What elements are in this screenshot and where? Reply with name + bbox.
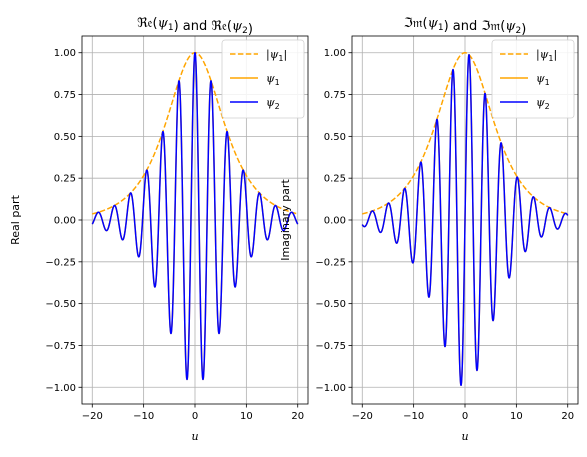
series-line-3 — [91, 51, 299, 381]
legend-label-2: ψ1 — [266, 72, 280, 87]
legend-box — [221, 39, 305, 119]
legend: |ψ1| ψ1 ψ2 — [221, 39, 305, 119]
series-line-1 — [361, 51, 569, 215]
x-tick-label: 10 — [510, 411, 523, 422]
chart-title: ℜ𝔢(ψ1) and ℜ𝔢(ψ2) — [137, 16, 253, 37]
x-tick-label: −20 — [352, 411, 373, 422]
x-tick-label: 0 — [192, 411, 198, 422]
x-tick-label: −20 — [82, 411, 103, 422]
x-axis-label: u — [191, 430, 198, 443]
x-tick-label: 10 — [240, 411, 253, 422]
y-axis-label: Imaginary part — [279, 179, 292, 261]
legend-label-3: ψ2 — [536, 96, 550, 111]
y-tick-label: 1.00 — [324, 48, 346, 59]
x-tick-label: −10 — [133, 411, 154, 422]
y-tick-label: 0.00 — [54, 216, 76, 227]
chart-title: ℑ𝔪(ψ1) and ℑ𝔪(ψ2) — [404, 16, 527, 37]
y-tick-label: 0.75 — [324, 90, 346, 101]
x-tick-label: −10 — [403, 411, 424, 422]
x-tick-label: 0 — [462, 411, 468, 422]
y-tick-label: −0.75 — [315, 341, 346, 352]
series-line-3 — [361, 54, 569, 386]
y-tick-label: −0.75 — [45, 341, 76, 352]
y-tick-label: 0.00 — [324, 216, 346, 227]
y-tick-label: −0.25 — [315, 257, 346, 268]
legend: |ψ1| ψ1 ψ2 — [491, 39, 575, 119]
x-axis-label: u — [461, 430, 468, 443]
y-tick-label: −1.00 — [315, 383, 346, 394]
y-tick-label: −0.25 — [45, 257, 76, 268]
x-tick-label: 20 — [561, 411, 574, 422]
y-tick-label: 0.25 — [324, 174, 346, 185]
legend-label-1: |ψ1| — [266, 48, 287, 63]
legend-label-2: ψ1 — [536, 72, 550, 87]
legend-label-3: ψ2 — [266, 96, 280, 111]
legend-label-1: |ψ1| — [536, 48, 557, 63]
y-tick-label: −0.50 — [315, 299, 346, 310]
y-tick-label: 0.50 — [54, 132, 76, 143]
y-tick-label: 0.25 — [54, 174, 76, 185]
y-tick-label: −0.50 — [45, 299, 76, 310]
x-tick-label: 20 — [291, 411, 304, 422]
panel-1: −20 −10 0 10 20 1.00 0.75 0.50 0.25 0.00 −0.25 −0.5… — [9, 16, 309, 443]
legend-box — [491, 39, 575, 119]
y-tick-label: −1.00 — [45, 383, 76, 394]
y-axis-label: Real part — [9, 194, 22, 244]
panel-2: −20 −10 0 10 20 1.00 0.75 0.50 0.25 0.00 −0.25 −0.5… — [279, 16, 579, 443]
y-tick-label: 0.50 — [324, 132, 346, 143]
y-tick-label: 1.00 — [54, 48, 76, 59]
y-tick-label: 0.75 — [54, 90, 76, 101]
